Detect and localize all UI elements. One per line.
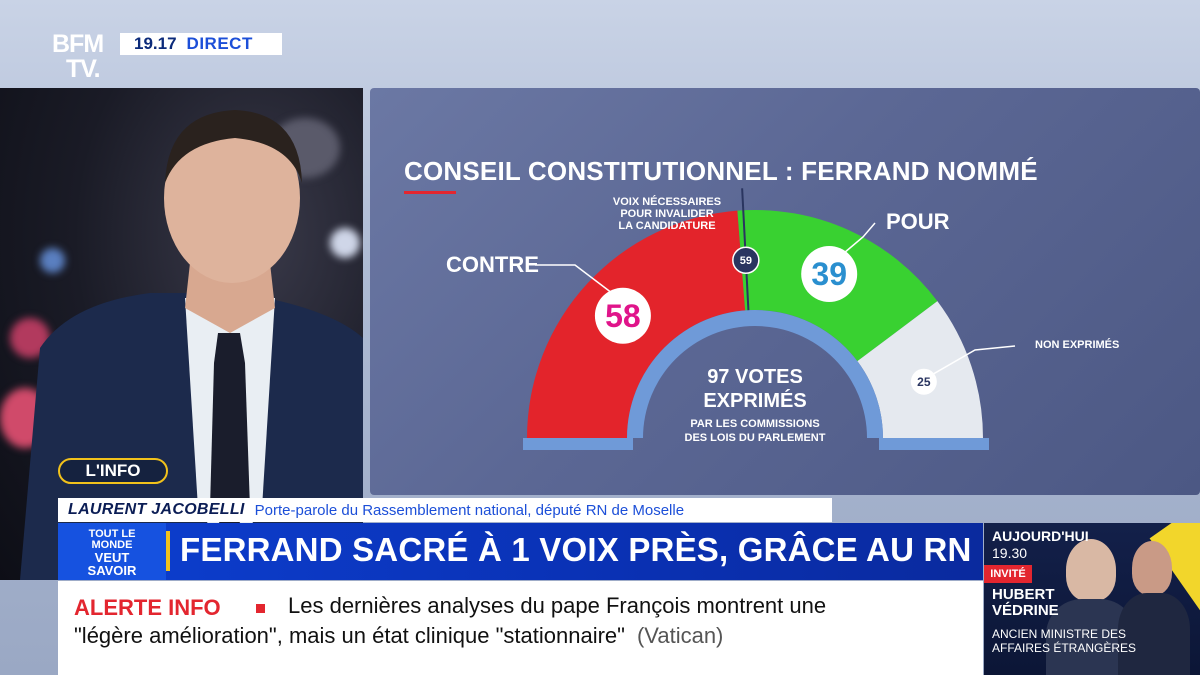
value-badge <box>801 246 858 303</box>
host-portrait <box>1118 593 1190 675</box>
gauge-base-right <box>879 438 989 450</box>
guest-role: Porte-parole du Rassemblement national, … <box>254 501 685 519</box>
value-leader-line <box>535 264 614 295</box>
headline-text: FERRAND SACRÉ À 1 VOIX PRÈS, GRÂCE AU RN <box>180 531 972 568</box>
promo-guest-title: ANCIEN MINISTRE DES AFFAIRES ÉTRANGÈRES <box>992 627 1136 655</box>
threshold-label: VOIX NÉCESSAIRES POUR INVALIDER LA CANDI… <box>602 196 732 232</box>
center-sub-line2: DES LOIS DU PARLEMENT <box>684 432 826 444</box>
logo-line-2: TV. <box>66 55 101 83</box>
ticker-source: (Vatican) <box>636 623 724 648</box>
vote-gauge-chart: 59 58 39 25 <box>523 188 1016 450</box>
promo-guest-title-line: AFFAIRES ÉTRANGÈRES <box>992 641 1137 655</box>
logo-line-1: BFM <box>52 30 104 58</box>
bokeh-light <box>40 248 65 273</box>
show-tag-line: SAVOIR <box>87 563 137 578</box>
value-badge-label: 39 <box>811 256 847 292</box>
host-portrait <box>1132 541 1172 595</box>
value-badge-label: 58 <box>605 298 641 334</box>
promo-guest-title-line: ANCIEN MINISTRE DES <box>992 627 1127 641</box>
gauge-base-left <box>523 438 633 450</box>
promo-day: AUJOURD'HUI <box>992 528 1089 544</box>
live-label: DIRECT <box>186 34 253 53</box>
headline-separator <box>166 531 170 571</box>
abstain-label: NON EXPRIMÉS <box>1035 339 1120 351</box>
center-votes-line2: EXPRIMÉS <box>703 390 807 412</box>
threshold-label-line: POUR INVALIDER <box>620 208 714 220</box>
ticker-line-1: Les dernières analyses du pape François … <box>288 593 827 618</box>
show-tag-line: MONDE <box>91 539 133 551</box>
threshold-label-line: VOIX NÉCESSAIRES <box>612 196 722 208</box>
bokeh-light <box>330 228 360 258</box>
title-underline <box>404 191 456 194</box>
against-label: CONTRE <box>446 252 539 277</box>
value-leader-line <box>933 345 1016 375</box>
for-label: POUR <box>886 209 950 234</box>
chart-title: CONSEIL CONSTITUTIONNEL : FERRAND NOMMÉ <box>404 156 1038 186</box>
upcoming-guest-promo: AUJOURD'HUI 19.30 INVITÉ HUBERT VÉDRINE … <box>984 523 1200 675</box>
gauge-inner-ring <box>627 310 883 438</box>
ticker-line-2: "légère amélioration", mais un état clin… <box>74 623 723 649</box>
guest-name: LAURENT JACOBELLI <box>68 501 245 518</box>
guest-portrait <box>1066 539 1116 601</box>
show-tag: TOUT LE MONDE VEUT SAVOIR <box>58 523 166 580</box>
alert-square-icon <box>256 604 265 613</box>
guest-tag: INVITÉ <box>984 565 1032 583</box>
threshold-badge <box>732 246 760 274</box>
headline-banner: TOUT LE MONDE VEUT SAVOIR FERRAND SACRÉ … <box>58 523 983 580</box>
clock-strip: 19.17 DIRECT <box>120 33 282 55</box>
ticker-line-2-text: "légère amélioration", mais un état clin… <box>74 623 625 648</box>
threshold-label-line: LA CANDIDATURE <box>618 220 716 232</box>
alert-label: ALERTE INFO <box>74 595 221 620</box>
value-badge <box>910 368 937 395</box>
show-tag-line: VEUT <box>94 550 130 565</box>
promo-guest-first-name: HUBERT <box>992 586 1055 603</box>
bfmtv-logo: BFM TV. <box>52 32 116 86</box>
promo-time: 19.30 <box>992 545 1028 561</box>
value-leader-line <box>844 222 876 253</box>
center-votes-line1: 97 VOTES <box>707 366 803 388</box>
threshold-value: 59 <box>740 255 752 267</box>
show-tag-line: TOUT LE <box>88 528 136 540</box>
promo-guest-last-name: VÉDRINE <box>992 602 1059 619</box>
infographic-panel: 59 58 39 25 CONSEIL CONSTITUTIONNEL : FERRA… <box>370 88 1200 495</box>
alert-ticker: ALERTE INFO Les dernières analyses du pa… <box>58 581 983 675</box>
value-badge-label: 25 <box>917 375 931 389</box>
section-pill: L'INFO <box>58 458 168 484</box>
promo-guest-name: HUBERT VÉDRINE <box>992 587 1059 619</box>
value-badge <box>594 287 651 344</box>
guest-name-strip: LAURENT JACOBELLI Porte-parole du Rassem… <box>58 498 832 522</box>
center-sub-line1: PAR LES COMMISSIONS <box>690 418 820 430</box>
broadcast-time: 19.17 <box>134 34 177 53</box>
